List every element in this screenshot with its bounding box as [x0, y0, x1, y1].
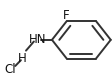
Text: Cl: Cl [4, 63, 16, 76]
Text: F: F [63, 9, 69, 22]
Text: HN: HN [28, 33, 46, 46]
Text: H: H [18, 52, 27, 65]
